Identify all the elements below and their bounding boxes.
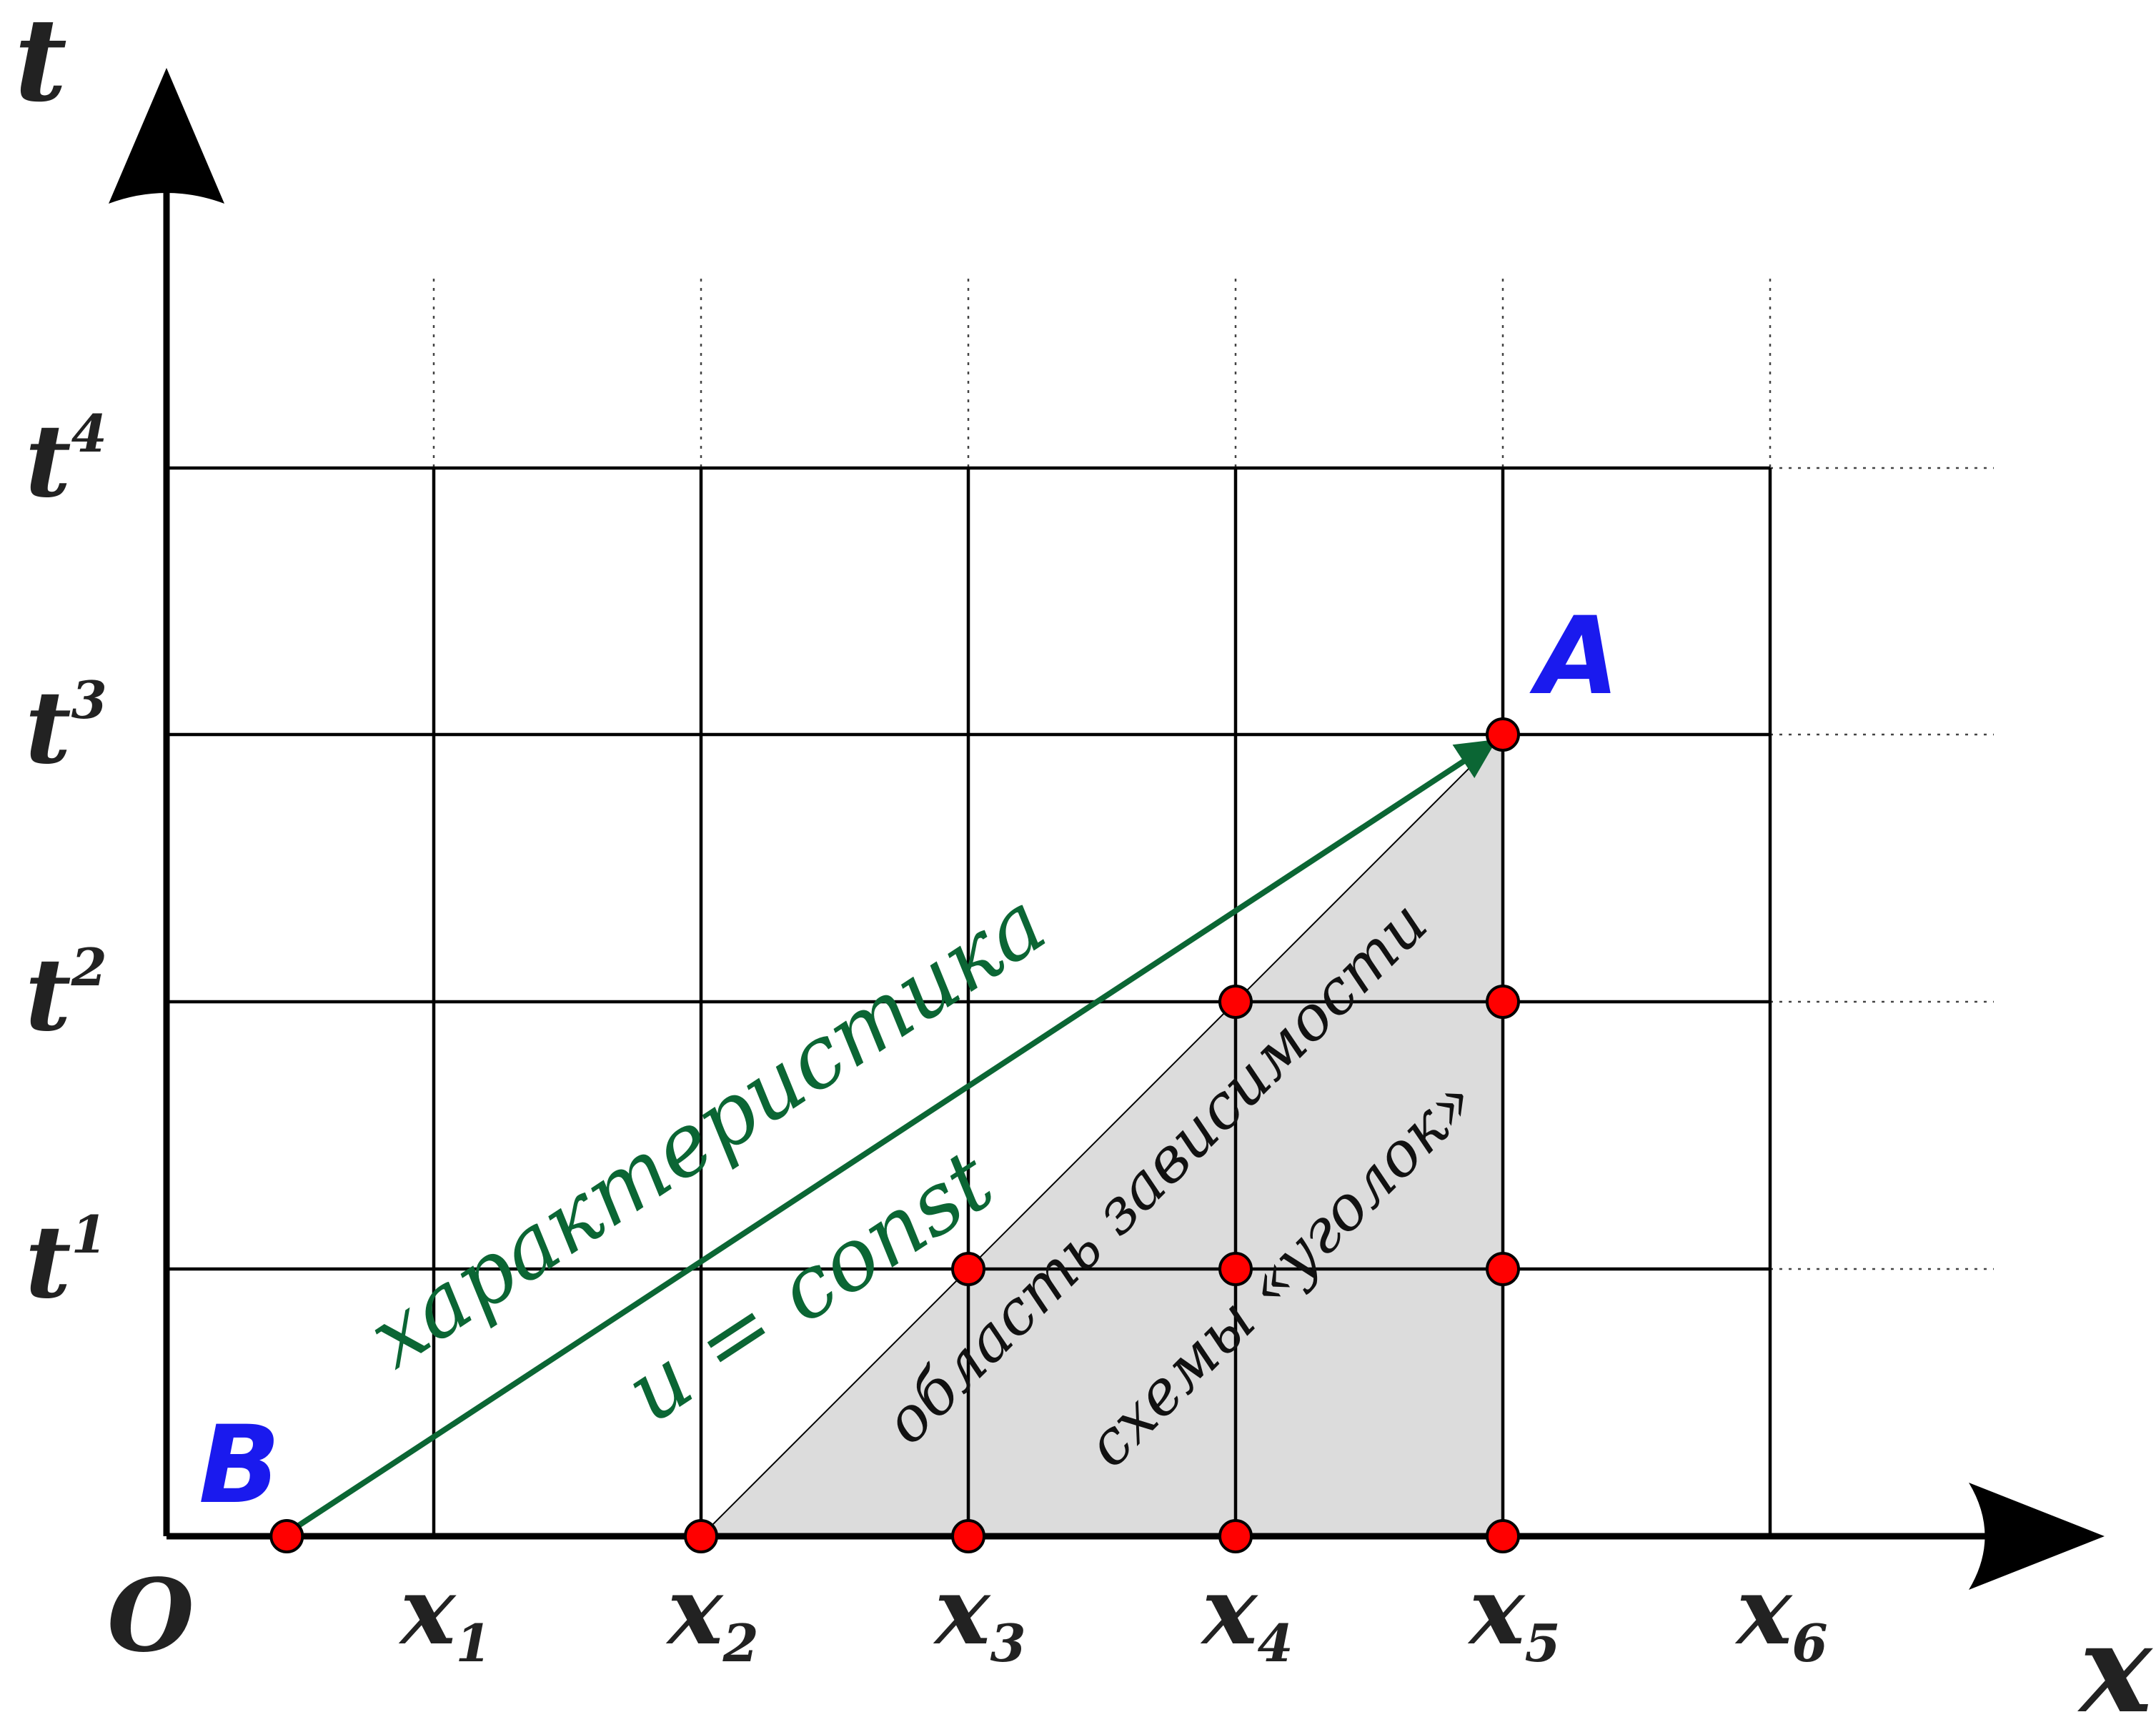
x-tick-6: x6 xyxy=(1734,1556,1828,1673)
t-tick-labels: t1 t2 t3 t4 xyxy=(25,403,107,1321)
mesh-node-3 xyxy=(1218,1519,1253,1553)
t-tick-2: t2 xyxy=(25,937,107,1054)
characteristic-line xyxy=(280,739,1497,1539)
t-tick-4: t4 xyxy=(25,403,107,520)
x-tick-5: x5 xyxy=(1467,1556,1561,1673)
x-axis-arrowhead xyxy=(1969,1483,2105,1590)
origin-label: O xyxy=(107,1558,194,1675)
mesh-node-9 xyxy=(1486,985,1520,1019)
x-axis-label: x xyxy=(2077,1598,2153,1722)
mesh-node-0 xyxy=(269,1519,304,1553)
x-tick-labels: x1 x2 x3 x4 x5 x6 xyxy=(398,1556,1828,1673)
mesh-node-1 xyxy=(684,1519,718,1553)
x-tick-3: x3 xyxy=(933,1556,1026,1673)
mesh-node-6 xyxy=(1218,1252,1253,1286)
mesh-node-5 xyxy=(951,1252,985,1286)
axes xyxy=(109,68,2105,1590)
x-tick-1: x1 xyxy=(398,1556,492,1673)
point-b-label: B xyxy=(199,1403,280,1528)
t-axis-arrowhead xyxy=(109,68,224,204)
t-axis-label: t xyxy=(14,0,67,127)
domain-boundary-line xyxy=(700,734,1504,1537)
mesh-node-7 xyxy=(1486,1252,1520,1286)
mesh-node-8 xyxy=(1218,985,1253,1019)
point-a-label: A xyxy=(1529,594,1619,719)
mesh-node-10 xyxy=(1486,717,1520,752)
x-tick-2: x2 xyxy=(665,1556,759,1673)
t-tick-3: t3 xyxy=(25,670,107,787)
mesh-nodes xyxy=(269,717,1520,1553)
grid-extension-lines xyxy=(432,279,1994,1270)
mesh-node-2 xyxy=(951,1519,985,1553)
t-tick-1: t1 xyxy=(25,1204,107,1321)
mesh-node-4 xyxy=(1486,1519,1520,1553)
x-tick-4: x4 xyxy=(1200,1556,1293,1673)
